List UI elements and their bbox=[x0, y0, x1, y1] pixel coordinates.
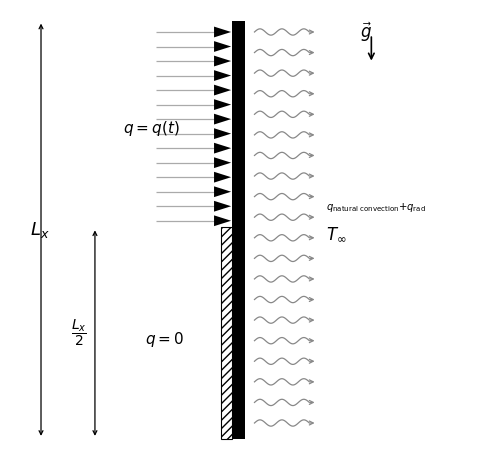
Bar bbox=[221, 228, 232, 439]
Polygon shape bbox=[214, 143, 231, 153]
Polygon shape bbox=[214, 201, 231, 212]
Text: $\dfrac{L_x}{2}$: $\dfrac{L_x}{2}$ bbox=[72, 318, 87, 349]
Text: $T_\infty$: $T_\infty$ bbox=[326, 225, 347, 243]
Polygon shape bbox=[214, 187, 231, 197]
Polygon shape bbox=[214, 128, 231, 139]
Polygon shape bbox=[214, 99, 231, 110]
Polygon shape bbox=[214, 41, 231, 52]
Polygon shape bbox=[214, 70, 231, 81]
Text: $q = q(t)$: $q = q(t)$ bbox=[123, 119, 180, 138]
Text: $q_{\mathrm{natural\ convection}}$$ + q_{\mathrm{rad}}$: $q_{\mathrm{natural\ convection}}$$ + q_… bbox=[326, 201, 426, 214]
Text: $L_x$: $L_x$ bbox=[30, 220, 50, 240]
Polygon shape bbox=[214, 85, 231, 96]
Polygon shape bbox=[214, 157, 231, 168]
Text: $\vec{g}$: $\vec{g}$ bbox=[360, 20, 372, 44]
Text: $q = 0$: $q = 0$ bbox=[145, 330, 184, 349]
Polygon shape bbox=[214, 114, 231, 125]
Polygon shape bbox=[214, 56, 231, 66]
Polygon shape bbox=[214, 215, 231, 226]
Polygon shape bbox=[214, 26, 231, 37]
Polygon shape bbox=[214, 172, 231, 182]
Bar bbox=[232, 21, 244, 439]
